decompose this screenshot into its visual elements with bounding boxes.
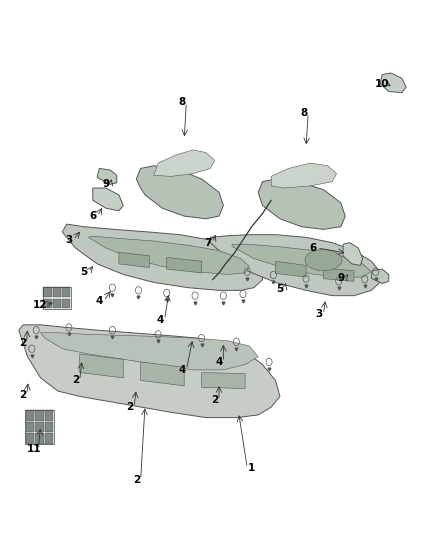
Bar xyxy=(62,298,71,309)
Text: 9: 9 xyxy=(102,179,110,189)
Text: 2: 2 xyxy=(72,375,79,385)
Text: 6: 6 xyxy=(309,243,316,253)
Text: 2: 2 xyxy=(19,338,26,349)
Bar xyxy=(43,287,52,297)
Text: 6: 6 xyxy=(89,211,96,221)
Bar xyxy=(62,287,71,297)
Polygon shape xyxy=(88,236,250,274)
Polygon shape xyxy=(141,362,184,386)
Bar xyxy=(35,410,43,421)
Polygon shape xyxy=(119,252,149,268)
Polygon shape xyxy=(232,244,371,277)
Polygon shape xyxy=(271,163,336,188)
Polygon shape xyxy=(80,354,123,378)
Polygon shape xyxy=(62,224,262,290)
Text: 4: 4 xyxy=(156,314,164,325)
Text: 3: 3 xyxy=(65,235,72,245)
Text: 10: 10 xyxy=(375,78,389,88)
Bar xyxy=(35,422,43,432)
Text: 1: 1 xyxy=(248,463,255,473)
Text: 5: 5 xyxy=(276,284,283,294)
Bar xyxy=(53,287,61,297)
Text: 8: 8 xyxy=(178,97,186,107)
Bar xyxy=(26,433,34,443)
Polygon shape xyxy=(167,257,201,273)
Polygon shape xyxy=(97,168,117,184)
Text: 3: 3 xyxy=(315,309,323,319)
Text: 4: 4 xyxy=(178,365,186,375)
Bar xyxy=(43,298,52,309)
Bar xyxy=(25,410,53,444)
Text: 9: 9 xyxy=(337,273,344,283)
Bar xyxy=(45,433,53,443)
Text: 4: 4 xyxy=(215,357,223,367)
Text: 7: 7 xyxy=(205,238,212,248)
Polygon shape xyxy=(210,235,380,296)
Text: 12: 12 xyxy=(33,300,48,310)
Polygon shape xyxy=(380,73,406,93)
Polygon shape xyxy=(323,268,354,281)
Polygon shape xyxy=(201,373,245,389)
Polygon shape xyxy=(258,179,345,229)
Text: 2: 2 xyxy=(211,395,218,405)
Text: 5: 5 xyxy=(81,267,88,277)
Text: 11: 11 xyxy=(27,445,41,455)
Bar xyxy=(43,287,71,309)
Text: 2: 2 xyxy=(133,475,140,484)
Bar xyxy=(45,410,53,421)
Polygon shape xyxy=(93,188,123,211)
Polygon shape xyxy=(154,150,215,176)
Polygon shape xyxy=(343,243,363,265)
Polygon shape xyxy=(19,325,280,418)
Text: 8: 8 xyxy=(300,108,307,118)
Polygon shape xyxy=(276,261,306,277)
Bar xyxy=(26,422,34,432)
Bar xyxy=(26,410,34,421)
Polygon shape xyxy=(371,269,389,284)
Bar xyxy=(35,433,43,443)
Bar xyxy=(53,298,61,309)
Text: 4: 4 xyxy=(95,296,103,306)
Text: 2: 2 xyxy=(19,390,26,400)
Ellipse shape xyxy=(305,249,342,271)
Polygon shape xyxy=(136,166,223,219)
Bar xyxy=(45,422,53,432)
Polygon shape xyxy=(41,333,258,370)
Text: 2: 2 xyxy=(126,402,134,412)
